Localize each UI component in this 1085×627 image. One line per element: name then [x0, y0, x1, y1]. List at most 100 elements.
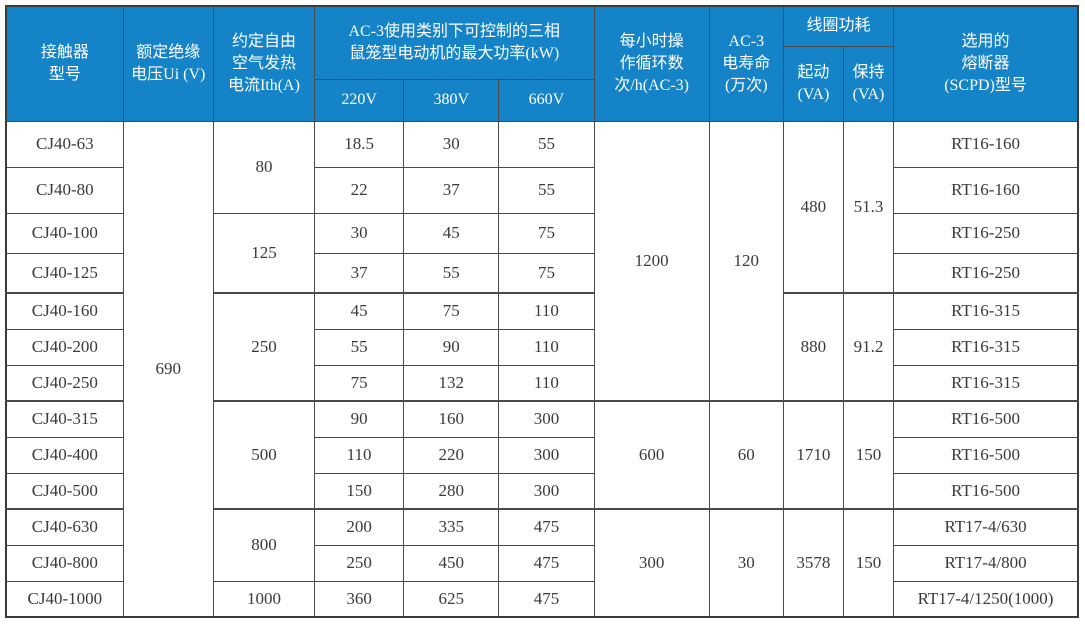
cell-p660: 300 [498, 436, 595, 474]
table-row: CJ40-630 800 200 335 475 300 30 3578 150 RT17-4/6… [5, 508, 1079, 618]
cell-model: CJ40-160 [5, 292, 124, 330]
cell-start: 880 [782, 292, 844, 402]
table-row: CJ40-1000 1000 360 625 475 RT17-4/1250(1000) [5, 580, 1079, 618]
cell-ops: 1200 [593, 120, 710, 402]
table-row: CJ40-100 125 30 45 75 RT16-250 [5, 212, 1079, 294]
cell-p660: 55 [498, 166, 595, 214]
cell-fuse: RT16-500 [893, 436, 1079, 474]
table-body: CJ40-63 690 80 18.5 30 55 1200 120 480 51.3 RT16-1… [5, 120, 1079, 618]
cell-fuse: RT16-315 [893, 364, 1079, 402]
cell-ith: 500 [212, 400, 316, 510]
cell-fuse: RT16-315 [893, 328, 1079, 366]
cell-p380: 30 [403, 120, 500, 168]
cell-p220: 75 [314, 364, 405, 402]
cell-p380: 132 [403, 364, 500, 402]
table-row: CJ40-800 250 450 475 RT17-4/800 [5, 544, 1079, 582]
cell-p380: 45 [403, 212, 500, 254]
table-row: CJ40-500 150 280 300 RT16-500 [5, 472, 1079, 510]
cell-model: CJ40-80 [5, 166, 124, 214]
cell-p220: 37 [314, 252, 405, 294]
cell-fuse: RT17-4/630 [893, 508, 1079, 546]
header-220v: 220V [314, 78, 405, 122]
cell-p380: 55 [403, 252, 500, 294]
table-row: CJ40-80 22 37 55 RT16-160 [5, 166, 1079, 214]
table-row: CJ40-315 500 90 160 300 600 60 1710 150 RT16-500 [5, 400, 1079, 510]
contactor-spec-table: 接触器 型号 额定绝缘 电压Ui (V) 约定自由 空气发热 电流Ith(A) … [5, 5, 1079, 618]
cell-model: CJ40-250 [5, 364, 124, 402]
cell-p380: 450 [403, 544, 500, 582]
cell-p660: 110 [498, 328, 595, 366]
cell-p660: 300 [498, 472, 595, 510]
cell-model: CJ40-200 [5, 328, 124, 366]
table-row: CJ40-160 250 45 75 110 880 91.2 RT16-315 [5, 292, 1079, 402]
cell-ops: 600 [593, 400, 710, 510]
cell-hold: 51.3 [842, 120, 895, 294]
cell-model: CJ40-800 [5, 544, 124, 582]
cell-p220: 22 [314, 166, 405, 214]
cell-model: CJ40-1000 [5, 580, 124, 618]
cell-model: CJ40-400 [5, 436, 124, 474]
cell-p660: 75 [498, 212, 595, 254]
cell-p220: 200 [314, 508, 405, 546]
cell-fuse: RT16-160 [893, 120, 1079, 168]
cell-p660: 110 [498, 292, 595, 330]
cell-start: 3578 [782, 508, 844, 618]
cell-p220: 18.5 [314, 120, 405, 168]
cell-p220: 45 [314, 292, 405, 330]
cell-model: CJ40-315 [5, 400, 124, 438]
cell-p380: 160 [403, 400, 500, 438]
cell-p660: 475 [498, 508, 595, 546]
cell-model: CJ40-500 [5, 472, 124, 510]
cell-ops: 300 [593, 508, 710, 618]
cell-hold: 150 [842, 508, 895, 618]
cell-model: CJ40-63 [5, 120, 124, 168]
header-coil-start: 起动 (VA) [782, 45, 844, 122]
cell-fuse: RT16-315 [893, 292, 1079, 330]
cell-life: 120 [708, 120, 784, 402]
cell-life: 30 [708, 508, 784, 618]
cell-fuse: RT16-160 [893, 166, 1079, 214]
cell-p220: 110 [314, 436, 405, 474]
cell-p380: 335 [403, 508, 500, 546]
cell-p660: 475 [498, 544, 595, 582]
cell-model: CJ40-100 [5, 212, 124, 254]
cell-ith: 125 [212, 212, 316, 294]
cell-p660: 300 [498, 400, 595, 438]
table-row: CJ40-400 110 220 300 RT16-500 [5, 436, 1079, 474]
header-thermal-current: 约定自由 空气发热 电流Ith(A) [212, 5, 316, 122]
cell-model: CJ40-125 [5, 252, 124, 294]
cell-p220: 90 [314, 400, 405, 438]
cell-hold: 150 [842, 400, 895, 510]
header-660v: 660V [498, 78, 595, 122]
table-row: CJ40-200 55 90 110 RT16-315 [5, 328, 1079, 366]
cell-p220: 150 [314, 472, 405, 510]
header-coil-hold: 保持 (VA) [842, 45, 895, 122]
cell-fuse: RT16-500 [893, 472, 1079, 510]
cell-ith: 1000 [212, 580, 316, 618]
cell-p380: 220 [403, 436, 500, 474]
cell-fuse: RT17-4/1250(1000) [893, 580, 1079, 618]
cell-p380: 280 [403, 472, 500, 510]
cell-ith: 800 [212, 508, 316, 582]
header-fuse-type: 选用的 熔断器 (SCPD)型号 [893, 5, 1079, 122]
cell-start: 480 [782, 120, 844, 294]
cell-p220: 250 [314, 544, 405, 582]
cell-p660: 55 [498, 120, 595, 168]
cell-start: 1710 [782, 400, 844, 510]
header-ac3-electrical-life: AC-3 电寿命 (万次) [708, 5, 784, 122]
table-row: CJ40-125 37 55 75 RT16-250 [5, 252, 1079, 294]
cell-hold: 91.2 [842, 292, 895, 402]
cell-p660: 75 [498, 252, 595, 294]
header-380v: 380V [403, 78, 500, 122]
cell-fuse: RT16-500 [893, 400, 1079, 438]
header-coil-power-group: 线圈功耗 [782, 5, 895, 47]
cell-model: CJ40-630 [5, 508, 124, 546]
table-header: 接触器 型号 额定绝缘 电压Ui (V) 约定自由 空气发热 电流Ith(A) … [5, 5, 1079, 122]
cell-ith: 80 [212, 120, 316, 214]
cell-fuse: RT16-250 [893, 252, 1079, 294]
cell-p380: 75 [403, 292, 500, 330]
header-ac3-max-power-group: AC-3使用类别下可控制的三相 鼠笼型电动机的最大功率(kW) [314, 5, 595, 80]
header-contactor-model: 接触器 型号 [5, 5, 124, 122]
cell-life: 60 [708, 400, 784, 510]
cell-p660: 110 [498, 364, 595, 402]
